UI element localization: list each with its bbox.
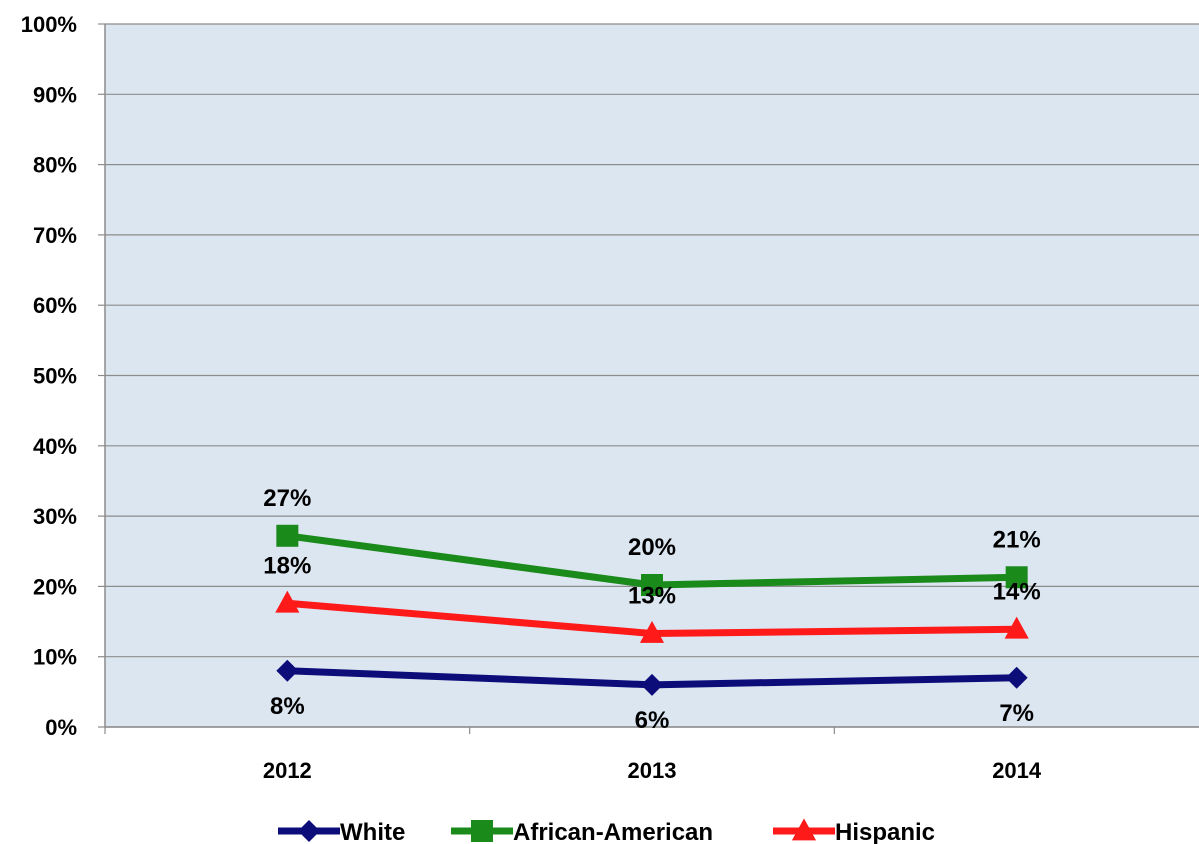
data-label-african-american: 27% <box>263 485 311 512</box>
y-tick-label: 40% <box>33 434 77 459</box>
legend-marker-african-american <box>471 820 493 842</box>
data-label-hispanic: 14% <box>993 578 1041 605</box>
legend-marker-white <box>298 820 320 842</box>
y-tick-label: 100% <box>21 12 77 37</box>
y-tick-label: 10% <box>33 645 77 670</box>
y-tick-label: 80% <box>33 153 77 178</box>
legend-label-hispanic: Hispanic <box>835 819 935 844</box>
data-label-hispanic: 13% <box>628 583 676 610</box>
data-label-african-american: 20% <box>628 534 676 561</box>
data-point-hispanic <box>275 590 300 613</box>
data-point-white <box>276 659 299 682</box>
data-point-african-american <box>641 573 663 596</box>
data-point-white <box>641 673 663 696</box>
data-label-hispanic: 18% <box>263 552 311 579</box>
y-tick-label: 90% <box>33 82 77 107</box>
y-tick-label: 0% <box>45 715 77 740</box>
data-label-white: 7% <box>999 700 1034 727</box>
x-tick-label: 2012 <box>263 758 312 783</box>
x-tick-label: 2013 <box>628 758 677 783</box>
data-point-african-american <box>276 524 299 547</box>
data-label-african-american: 21% <box>993 526 1041 553</box>
y-tick-label: 50% <box>33 364 77 389</box>
legend-label-african-american: African-American <box>513 819 713 844</box>
legend-marker-hispanic <box>791 818 817 841</box>
data-point-african-american <box>1005 566 1028 589</box>
data-point-hispanic <box>1004 616 1029 639</box>
data-point-hispanic <box>639 620 665 643</box>
y-tick-label: 30% <box>33 504 77 529</box>
y-tick-label: 20% <box>33 574 77 599</box>
legend-label-white: White <box>340 819 405 844</box>
data-label-white: 8% <box>270 693 305 720</box>
y-tick-label: 70% <box>33 223 77 248</box>
data-point-white <box>1005 666 1028 689</box>
data-label-white: 6% <box>635 707 670 734</box>
y-tick-label: 60% <box>33 293 77 318</box>
x-tick-label: 2014 <box>992 758 1042 783</box>
